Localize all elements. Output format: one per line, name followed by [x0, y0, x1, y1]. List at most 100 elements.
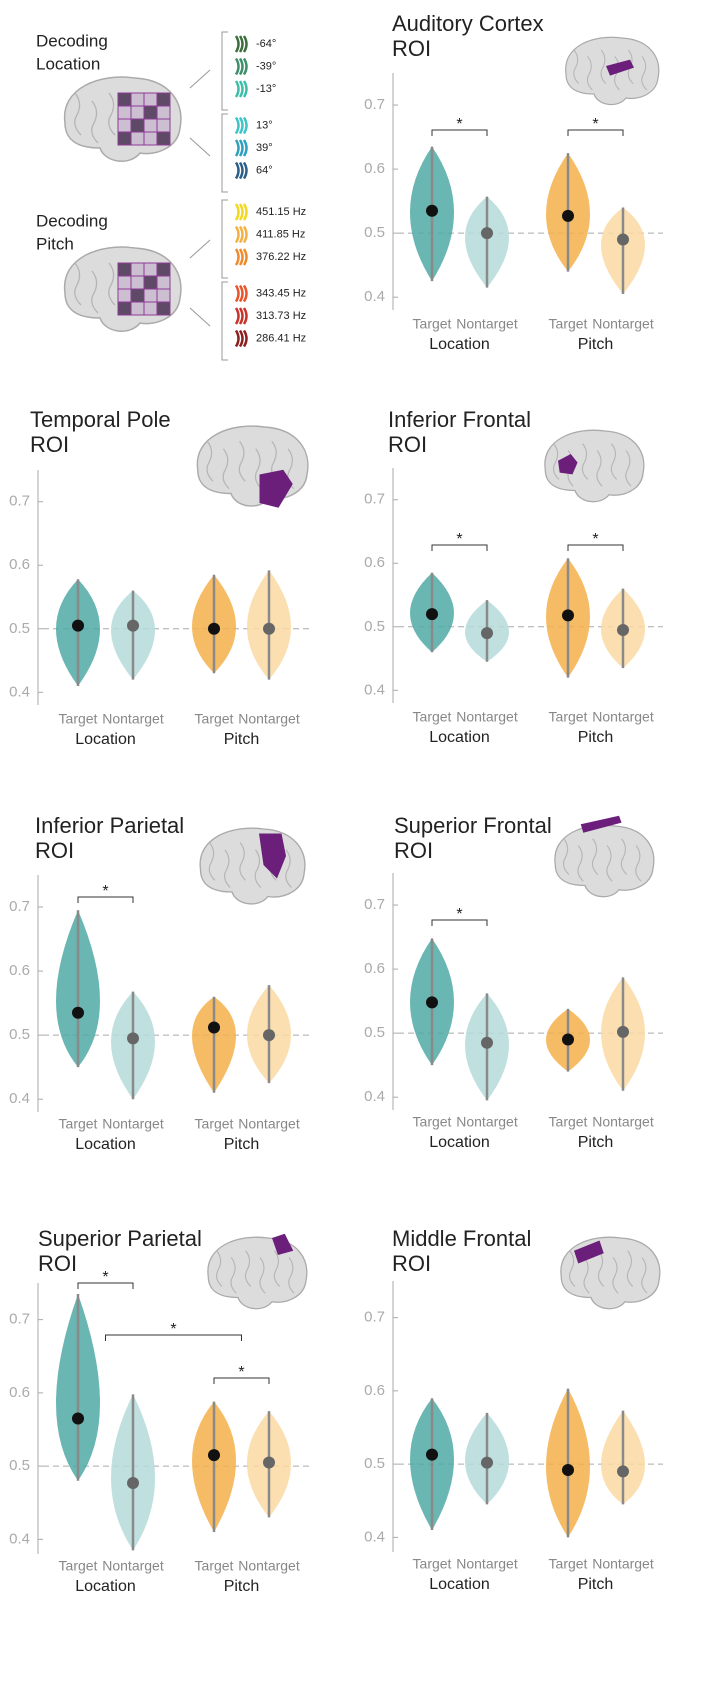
significance-label: *	[592, 531, 598, 548]
grid-cell	[157, 302, 170, 315]
mean-dot	[127, 1477, 139, 1489]
brace	[222, 200, 228, 278]
group-label: Pitch	[578, 336, 614, 353]
sound-arc	[236, 227, 239, 243]
sound-arc	[240, 36, 243, 52]
significance-label: *	[456, 906, 462, 923]
mean-dot	[127, 1032, 139, 1044]
panel-title: ROI	[394, 838, 433, 863]
grid-cell	[131, 289, 144, 302]
grid-cell	[118, 263, 131, 276]
mean-dot	[127, 620, 139, 632]
x-tick-label: Target	[59, 1558, 98, 1574]
panel-title: ROI	[392, 1251, 431, 1276]
sound-arc	[240, 227, 243, 243]
sound-arc	[244, 36, 247, 52]
y-tick-label: 0.5	[9, 620, 30, 637]
grid-cell	[118, 93, 131, 106]
grid-cell	[144, 276, 157, 289]
stimulus-label: 411.85 Hz	[256, 228, 305, 240]
group-label: Pitch	[578, 729, 614, 746]
grid-cell	[131, 119, 144, 132]
y-tick-label: 0.7	[364, 1309, 385, 1326]
x-tick-label: Nontarget	[456, 1114, 518, 1130]
decoding-grid	[118, 263, 170, 315]
x-tick-label: Target	[549, 1114, 588, 1130]
sound-arc	[240, 118, 243, 134]
sound-arc	[236, 140, 239, 156]
pointer-line	[190, 138, 210, 156]
y-tick-label: 0.4	[364, 681, 385, 698]
sound-arc	[236, 118, 239, 134]
significance-label: *	[456, 116, 462, 133]
mean-dot	[562, 1034, 574, 1046]
group-label: Pitch	[224, 1136, 260, 1153]
sound-arc	[244, 59, 247, 75]
x-tick-label: Nontarget	[592, 709, 654, 725]
brain-icon	[555, 816, 654, 897]
panel-title: ROI	[30, 432, 69, 457]
mean-dot	[617, 624, 629, 636]
figure: Decoding Location Decoding Pitch -64°-39…	[0, 0, 719, 1695]
mean-dot	[481, 1457, 493, 1469]
sound-arc	[236, 331, 239, 347]
brain-icon	[545, 430, 644, 502]
y-tick-label: 0.7	[364, 491, 385, 508]
mean-dot	[617, 1026, 629, 1038]
grid-cell	[157, 106, 170, 119]
y-tick-label: 0.5	[364, 1455, 385, 1472]
mean-dot	[617, 234, 629, 246]
group-label: Location	[75, 731, 136, 748]
x-tick-label: Nontarget	[102, 711, 164, 727]
x-tick-label: Nontarget	[102, 1116, 164, 1132]
stimulus-label: 39°	[256, 142, 273, 154]
y-tick-label: 0.7	[9, 898, 30, 915]
stimulus-label: 286.41 Hz	[256, 332, 306, 344]
grid-cell	[144, 263, 157, 276]
panel-title: ROI	[392, 36, 431, 61]
sound-arc	[236, 36, 239, 52]
sound-arc	[244, 81, 247, 97]
panel-title: ROI	[38, 1251, 77, 1276]
y-tick-label: 0.5	[364, 618, 385, 635]
sound-arc	[244, 308, 247, 324]
stimulus-label: 13°	[256, 119, 273, 131]
sound-arc	[240, 163, 243, 179]
y-tick-label: 0.6	[9, 962, 30, 979]
grid-cell	[157, 132, 170, 145]
mean-dot	[481, 1037, 493, 1049]
grid-cell	[144, 106, 157, 119]
significance-label: *	[102, 883, 108, 900]
sound-arc	[240, 286, 243, 302]
x-tick-label: Target	[195, 1116, 234, 1132]
sound-arc	[236, 59, 239, 75]
mean-dot	[481, 627, 493, 639]
group-label: Location	[75, 1578, 136, 1595]
y-tick-label: 0.6	[9, 1384, 30, 1401]
group-label: Location	[429, 336, 490, 353]
y-tick-label: 0.5	[364, 224, 385, 241]
mean-dot	[208, 1021, 220, 1033]
diagram-title: Pitch	[36, 234, 74, 253]
mean-dot	[208, 623, 220, 635]
diagram-title: Location	[36, 54, 100, 73]
grid-cell	[131, 106, 144, 119]
mean-dot	[72, 1007, 84, 1019]
sound-arc	[244, 163, 247, 179]
y-tick-label: 0.5	[9, 1457, 30, 1474]
diagram-title: Decoding	[36, 31, 108, 50]
grid-cell	[157, 276, 170, 289]
mean-dot	[208, 1449, 220, 1461]
x-tick-label: Target	[195, 711, 234, 727]
grid-cell	[144, 119, 157, 132]
group-label: Location	[429, 1134, 490, 1151]
panel-title: Temporal Pole	[30, 407, 171, 432]
stimulus-label: 343.45 Hz	[256, 287, 306, 299]
brace	[222, 282, 228, 360]
y-tick-label: 0.5	[9, 1026, 30, 1043]
x-tick-label: Nontarget	[456, 709, 518, 725]
panel-title: Superior Parietal	[38, 1226, 202, 1251]
x-tick-label: Nontarget	[238, 1558, 300, 1574]
mean-dot	[562, 609, 574, 621]
sound-arc	[236, 249, 239, 265]
